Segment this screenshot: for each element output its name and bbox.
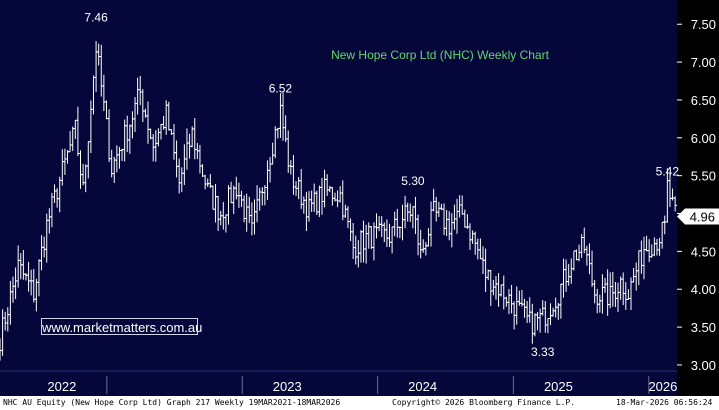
annotation-label: 3.33 [531, 345, 555, 359]
ohlc-bar [673, 196, 678, 212]
last-price-label: 4.96 [690, 210, 715, 225]
annotation-label: 5.42 [656, 165, 680, 179]
watermark-link[interactable]: www.marketmatters.com.au [41, 318, 203, 335]
x-tick-label: 2023 [273, 379, 302, 394]
y-tick-label: 6.50 [691, 93, 716, 108]
x-tick-label: 2025 [544, 379, 573, 394]
x-axis: 2022 2023 2024 2025 2026 [47, 376, 677, 394]
footer-bar: NHC AU Equity (New Hope Corp Ltd) Graph … [0, 396, 719, 410]
x-tick-label: 2024 [408, 379, 437, 394]
annotation-label: 5.30 [401, 174, 425, 188]
y-tick-label: 4.50 [691, 244, 716, 259]
x-tick-label: 2022 [47, 379, 76, 394]
annotations: 7.46 6.52 5.30 3.33 5.42 [84, 10, 679, 359]
y-tick-label: 4.00 [691, 282, 716, 297]
y-axis-panel [677, 0, 719, 396]
y-tick-label: 7.00 [691, 55, 716, 70]
annotation-label: 6.52 [269, 81, 293, 95]
y-tick-label: 3.00 [691, 358, 716, 373]
x-tick-label: 2026 [648, 379, 677, 394]
annotation-label: 7.46 [84, 10, 108, 24]
y-tick-label: 6.00 [691, 131, 716, 146]
price-chart: 7.466.525.303.335.42 3.003.504.004.505.0… [0, 0, 719, 396]
footer-left: NHC AU Equity (New Hope Corp Ltd) Graph … [3, 398, 341, 407]
x-axis-panel [0, 371, 677, 396]
ohlc-bars [0, 41, 678, 361]
y-tick-label: 3.50 [691, 320, 716, 335]
last-price-tag: 4.96 [677, 208, 719, 225]
footer-center: Copyright© 2026 Bloomberg Finance L.P. [392, 398, 576, 407]
y-axis: 3.003.504.004.505.005.506.006.507.007.50… [677, 17, 719, 373]
y-tick-label: 7.50 [691, 17, 716, 32]
plot-background [0, 0, 677, 371]
footer-right: 18-Mar-2026 06:56:24 [616, 398, 713, 407]
y-tick-label: 5.50 [691, 169, 716, 184]
chart-title: New Hope Corp Ltd (NHC) Weekly Chart [331, 48, 550, 62]
